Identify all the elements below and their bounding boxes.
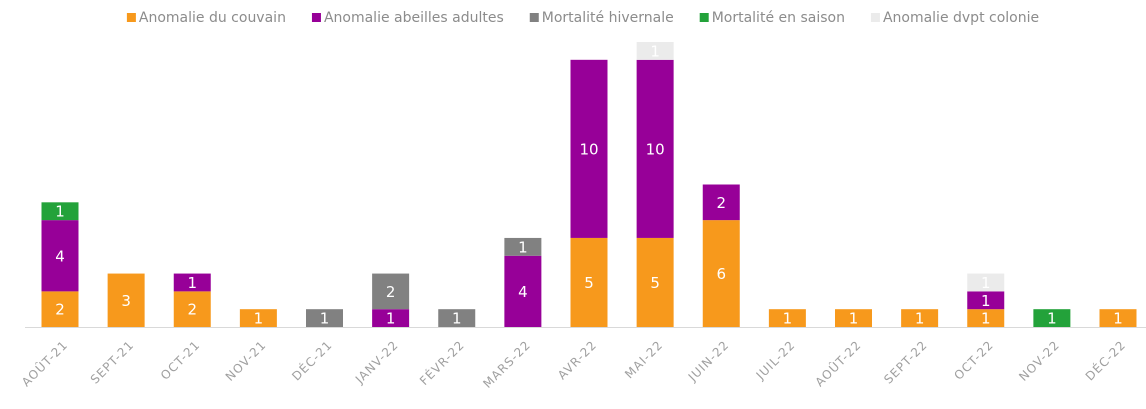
bar-segment (41, 202, 79, 221)
bar-segment (835, 309, 872, 327)
legend-swatch (126, 13, 136, 22)
data-label: 2 (55, 301, 65, 319)
legend-swatch (529, 13, 539, 22)
bar-segment (901, 309, 939, 327)
bar-segment (570, 59, 608, 238)
bar-segment (967, 309, 1005, 327)
data-label: 1 (452, 310, 462, 328)
bar-segment (239, 309, 277, 327)
bar-segment (636, 42, 674, 60)
legend-label: Anomalie dvpt colonie (883, 10, 1039, 26)
data-label: 1 (1113, 310, 1123, 328)
x-tick-label: JANV-22 (352, 338, 401, 387)
data-label: 4 (518, 283, 528, 301)
bar-segment (636, 237, 674, 327)
x-tick-label: SEPT-22 (881, 338, 930, 387)
x-tick-label: MARS-22 (480, 338, 533, 391)
bar-segment (306, 309, 343, 327)
x-tick-label: OCT-22 (951, 338, 996, 383)
x-tick-label: OCT-21 (158, 338, 203, 383)
data-label: 2 (716, 194, 726, 212)
bar-segment (702, 220, 740, 327)
x-tick-label: NOV-22 (1016, 338, 1062, 384)
data-label: 1 (981, 274, 991, 292)
legend-label: Anomalie du couvain (139, 10, 286, 26)
data-label: 1 (981, 292, 991, 310)
x-tick-label: NOV-21 (223, 338, 269, 384)
x-tick-label: JUIL-22 (753, 338, 798, 383)
legend-swatch (311, 13, 321, 22)
data-label: 1 (915, 310, 925, 328)
bar-segment (967, 273, 1005, 292)
x-tick-label: AOÛT-22 (812, 337, 864, 389)
data-label: 2 (187, 301, 197, 319)
data-label: 1 (320, 310, 330, 328)
x-tick-label: FÉVR-22 (416, 337, 467, 388)
data-label: 1 (187, 274, 197, 292)
data-label: 1 (849, 310, 859, 328)
data-label: 1 (1047, 310, 1057, 328)
bar-segment (41, 220, 79, 292)
data-label: 1 (981, 310, 991, 328)
bar-segment (438, 309, 476, 327)
data-label: 1 (650, 42, 660, 60)
bar-segment (768, 309, 806, 327)
data-label: 3 (121, 292, 131, 310)
bar-segment (504, 255, 542, 327)
data-label: 1 (254, 310, 264, 328)
legend-swatch (870, 13, 880, 22)
x-tick-label: MAI-22 (622, 338, 666, 382)
bar-segment (41, 291, 79, 327)
data-label: 5 (650, 274, 660, 292)
bar-segment (636, 59, 674, 238)
bar-segment (372, 309, 410, 327)
x-tick-label: DÉC-22 (1082, 337, 1129, 384)
data-label: 6 (716, 265, 726, 283)
x-tick-label: SEPT-21 (88, 338, 137, 387)
x-tick-label: AOÛT-21 (18, 337, 70, 389)
legend-label: Mortalité hivernale (542, 10, 674, 26)
data-label: 2 (386, 283, 396, 301)
data-label: 10 (646, 140, 665, 158)
bar-segment (107, 273, 145, 327)
bar-segment (967, 291, 1005, 310)
data-label: 10 (579, 140, 598, 158)
data-label: 1 (55, 203, 65, 221)
bar-segment (173, 291, 211, 327)
legend-label: Anomalie abeilles adultes (324, 10, 504, 26)
bar-segment (702, 184, 740, 221)
bar-segment (372, 273, 410, 310)
data-label: 5 (584, 274, 594, 292)
legend-label: Mortalité en saison (712, 10, 845, 26)
bar-segment (504, 237, 542, 256)
bar-segment (570, 237, 608, 327)
bar-segment (1099, 309, 1137, 327)
x-tick-label: DÉC-21 (289, 337, 336, 384)
bar-segment (173, 273, 211, 292)
legend-swatch (699, 13, 709, 22)
x-tick-label: AVR-22 (555, 338, 600, 383)
data-label: 1 (518, 238, 528, 256)
bar-segment (1033, 309, 1071, 327)
data-label: 1 (386, 310, 396, 328)
x-tick-label: JUIN-22 (685, 338, 732, 385)
data-label: 1 (783, 310, 793, 328)
data-label: 4 (55, 247, 65, 265)
